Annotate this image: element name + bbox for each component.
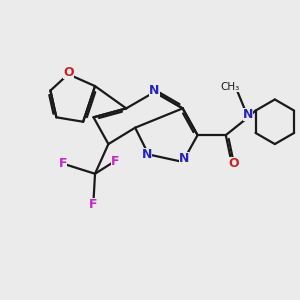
Text: O: O bbox=[63, 66, 74, 79]
Text: O: O bbox=[229, 157, 239, 170]
Text: F: F bbox=[111, 155, 119, 168]
Text: N: N bbox=[179, 152, 189, 165]
Text: N: N bbox=[149, 84, 160, 97]
Text: F: F bbox=[89, 199, 98, 212]
Text: CH₃: CH₃ bbox=[220, 82, 240, 92]
Text: N: N bbox=[243, 108, 253, 122]
Text: N: N bbox=[142, 148, 152, 161]
Text: F: F bbox=[59, 157, 68, 170]
